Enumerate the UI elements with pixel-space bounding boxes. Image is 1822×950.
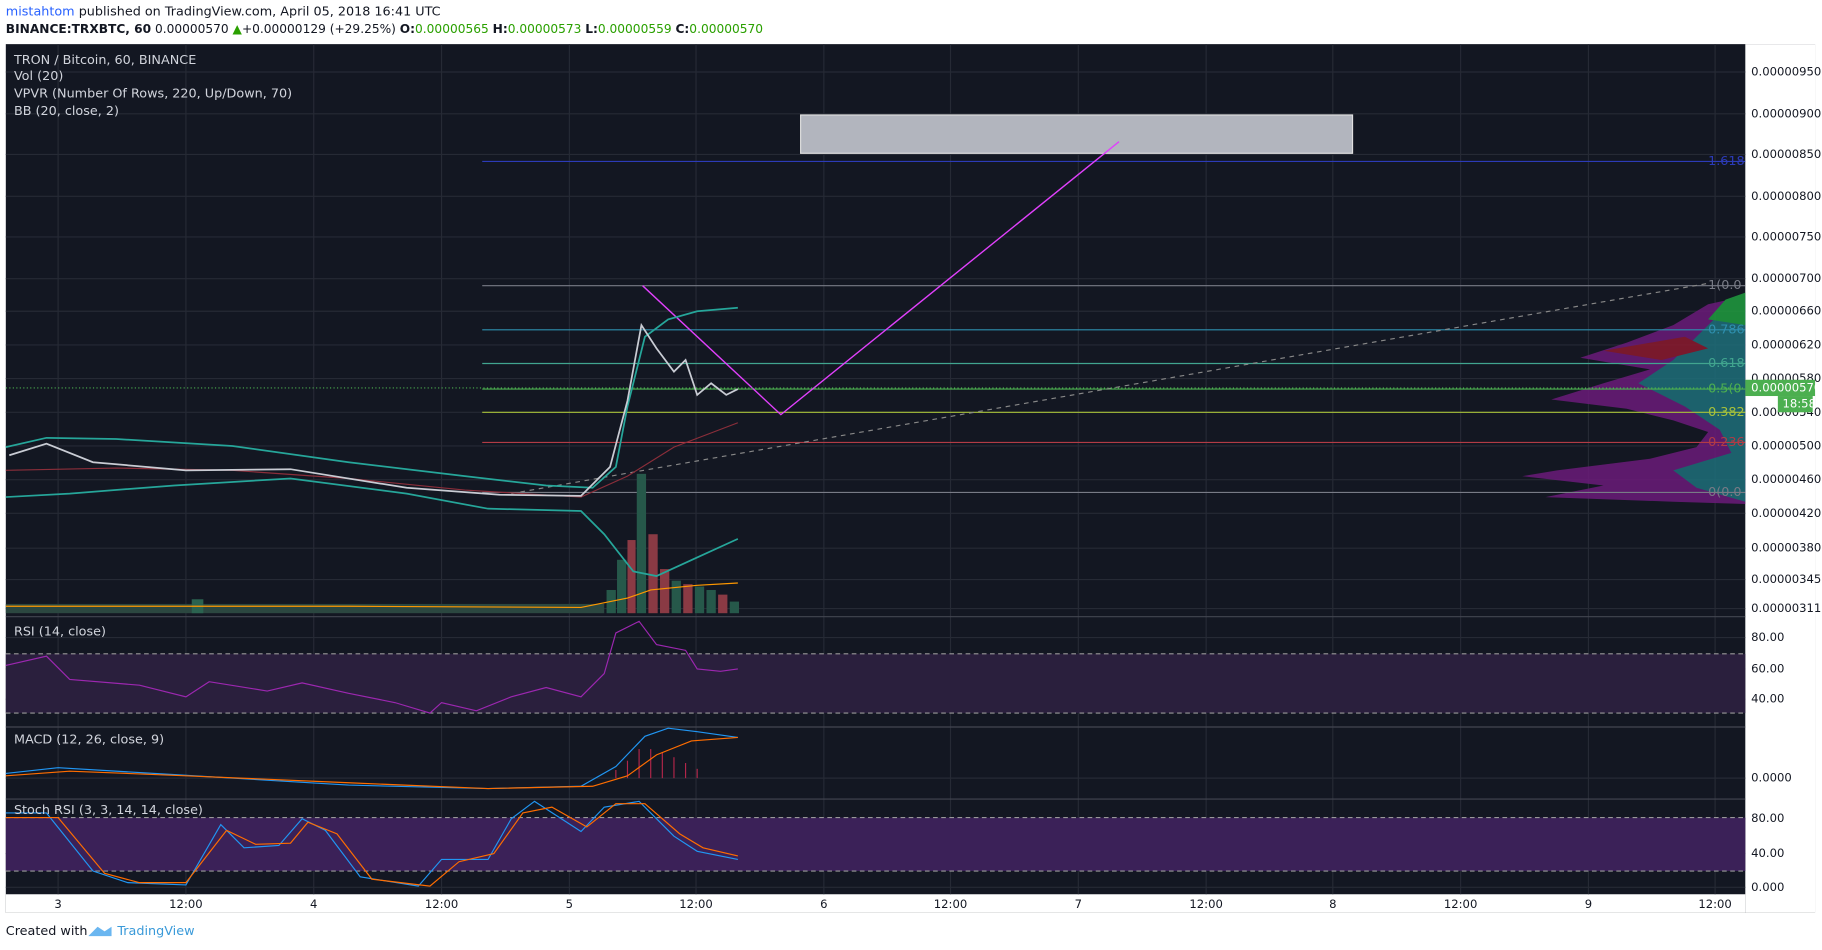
fib-label: 0(0.0 — [1708, 485, 1741, 500]
header-line: mistahtom published on TradingView.com, … — [6, 4, 441, 19]
time-label: 5 — [566, 897, 573, 911]
pane-legend: RSI (14, close) — [14, 624, 106, 639]
axis-label: 80.00 — [1751, 811, 1784, 825]
time-label: 12:00 — [425, 897, 458, 911]
time-label: 7 — [1075, 897, 1082, 911]
macd-hist — [615, 749, 698, 779]
rsi-band — [5, 653, 1746, 714]
symbol: BINANCE:TRXBTC, 60 — [6, 22, 151, 36]
fib-label: 1.618 — [1708, 154, 1745, 169]
fib-label: 0.236 — [1708, 435, 1745, 450]
pane-legend: BB (20, close, 2) — [14, 104, 119, 119]
price-label: 0.00000750 — [1751, 229, 1821, 243]
arrow: ▲ — [233, 22, 243, 36]
axis-label: 0.0000 — [1751, 771, 1792, 785]
symbol-line: BINANCE:TRXBTC, 60 0.00000570 ▲+0.000001… — [6, 22, 763, 36]
pane-legend: Stoch RSI (3, 3, 14, 14, close) — [14, 803, 203, 818]
fib-label: 0.786 — [1708, 322, 1745, 337]
price-label: 0.00000500 — [1751, 438, 1821, 452]
fib-label: 0.382 — [1708, 405, 1745, 420]
axis-label: 60.00 — [1751, 661, 1784, 675]
vol-ma — [5, 582, 738, 608]
time-label: 4 — [310, 897, 317, 911]
target-box — [800, 114, 1354, 154]
bb-basis — [5, 422, 739, 498]
fib-label: 1(0.0 — [1708, 278, 1741, 293]
price-label: 0.00000800 — [1751, 189, 1821, 203]
price-label: 0.00000900 — [1751, 106, 1821, 120]
fib-label: 0.5(0 — [1708, 382, 1741, 397]
signal-line — [5, 736, 738, 790]
price-label: 0.00000620 — [1751, 337, 1821, 351]
axis-label: 40.00 — [1751, 692, 1784, 706]
time-label: 12:00 — [934, 897, 967, 911]
price-label: 0.00000380 — [1751, 541, 1821, 555]
trend-line — [511, 282, 1709, 495]
fib-lines — [482, 160, 1746, 494]
countdown-tag — [1777, 396, 1813, 413]
price-label: 0.00000950 — [1751, 65, 1821, 79]
time-label: 3 — [54, 897, 61, 911]
ohlc-label: O: — [400, 22, 415, 36]
ohlc-label: H: — [493, 22, 508, 36]
price-label: 0.00000345 — [1751, 572, 1821, 586]
price-label: 0.00000700 — [1751, 271, 1821, 285]
countdown: 18:58 — [1782, 397, 1815, 411]
price-label: 0.00000311 — [1751, 601, 1821, 615]
ohlc-value: 0.00000559 — [598, 22, 672, 36]
ohlc-label: C: — [675, 22, 689, 36]
pane-legend: Vol (20) — [14, 69, 63, 84]
last-price: 0.00000570 — [1751, 380, 1821, 394]
axis-label: 80.00 — [1751, 630, 1784, 644]
chart-bg — [5, 44, 1816, 913]
labels: 0.00000950 0.00000900 0.00000850 0.00000800… — [13, 53, 1821, 911]
axis-label: 0.000 — [1751, 880, 1784, 894]
price — [9, 322, 739, 497]
fib-label: 0.618 — [1708, 356, 1745, 371]
ohlc-value: 0.00000570 — [689, 22, 763, 36]
time-label: 12:00 — [1189, 897, 1222, 911]
pane-legend: MACD (12, 26, close, 9) — [14, 732, 164, 747]
price-axis-bg — [1745, 44, 1816, 913]
price-label: 0.00000850 — [1751, 147, 1821, 161]
pane-legend: VPVR (Number Of Rows, 220, Up/Down, 70) — [14, 87, 292, 102]
bb-upper — [5, 306, 738, 489]
ohlc-value: 0.00000573 — [508, 22, 582, 36]
time-label: 8 — [1329, 897, 1336, 911]
rsi-line — [5, 620, 738, 714]
change: +0.00000129 (+29.25%) — [242, 22, 396, 36]
vpvr — [1522, 292, 1746, 505]
footer-brand[interactable]: TradingView — [116, 924, 194, 939]
footer-text: Created with — [6, 924, 88, 939]
stoch-d — [5, 803, 738, 887]
time-label: 9 — [1585, 897, 1592, 911]
published: published on TradingView.com, April 05, … — [79, 4, 441, 19]
time-label: 12:00 — [1444, 897, 1477, 911]
axis-label: 40.00 — [1751, 846, 1784, 860]
time-label: 6 — [820, 897, 827, 911]
bb-lower — [5, 477, 739, 577]
price-label: 0.00000420 — [1751, 506, 1821, 520]
ohlc-value: 0.00000565 — [415, 22, 489, 36]
last-price-tag — [1745, 379, 1816, 397]
time-label: 12:00 — [1698, 897, 1731, 911]
time-axis-bg — [5, 894, 1746, 913]
price: 0.00000570 — [155, 22, 229, 36]
tv-logo — [88, 926, 112, 937]
projection — [642, 141, 1120, 416]
price-label: 0.00000660 — [1751, 304, 1821, 318]
author[interactable]: mistahtom — [6, 4, 75, 19]
ohlc-label: L: — [585, 22, 598, 36]
time-label: 12:00 — [169, 897, 202, 911]
pane-legend: TRON / Bitcoin, 60, BINANCE — [13, 53, 196, 68]
time-label: 12:00 — [679, 897, 712, 911]
price-label: 0.00000460 — [1751, 472, 1821, 486]
